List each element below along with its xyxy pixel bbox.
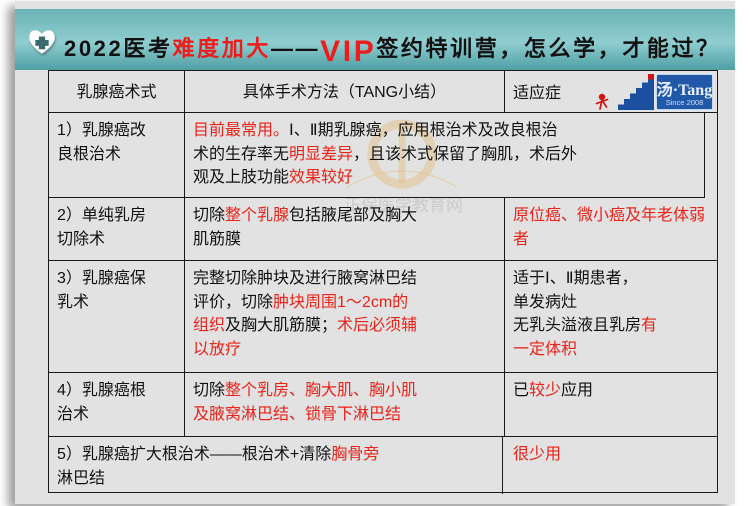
svg-text:汤·Tang: 汤·Tang bbox=[657, 81, 712, 99]
svg-text:Since 2008: Since 2008 bbox=[666, 98, 704, 107]
